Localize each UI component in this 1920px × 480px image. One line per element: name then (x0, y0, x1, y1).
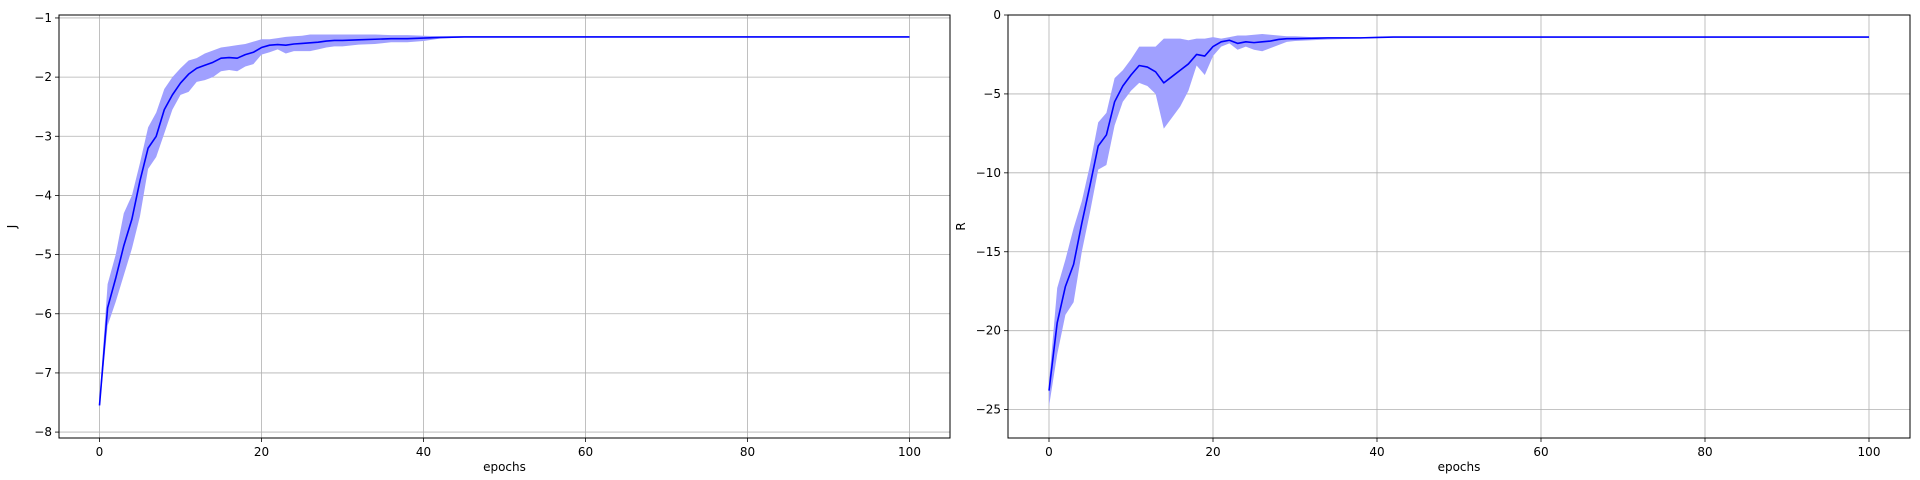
x-tick-label: 60 (578, 445, 593, 459)
x-tick-label: 20 (254, 445, 269, 459)
plot-j-vs-epochs: 0 20 40 60 80 100 −8 −7 −6 −5 −4 −3 −2 −1 epochs J (5, 11, 951, 474)
x-tick-label: 0 (96, 445, 104, 459)
y-tick-label: −5 (34, 248, 52, 262)
confidence-band (99, 34, 910, 409)
y-tick-label: −8 (34, 425, 52, 439)
confidence-band (1049, 33, 1869, 407)
y-tick-label: −4 (34, 188, 52, 202)
x-axis-label: epochs (483, 460, 526, 474)
y-tick-label: −7 (34, 366, 52, 380)
grid (59, 15, 950, 438)
x-tick-label: 40 (1369, 445, 1384, 459)
plot-r-vs-epochs: 0 20 40 60 80 100 0 −5 −10 −15 −20 −25 epochs R (954, 8, 1911, 474)
x-tick-label: 100 (1858, 445, 1881, 459)
y-tick-label: −6 (34, 307, 52, 321)
y-tick-label: −2 (34, 70, 52, 84)
x-tick-label: 0 (1045, 445, 1053, 459)
y-tick-label: −15 (976, 245, 1001, 259)
y-tick-label: −10 (976, 166, 1001, 180)
mean-line (1048, 36, 1869, 391)
x-tick-label: 100 (898, 445, 921, 459)
x-tick-label: 40 (416, 445, 431, 459)
x-axis-label: epochs (1438, 460, 1481, 474)
y-axis-label: J (5, 225, 19, 230)
y-tick-label: 0 (993, 8, 1001, 22)
x-tick-label: 80 (740, 445, 755, 459)
axes-frame (1007, 14, 1911, 439)
mean-line (98, 36, 910, 406)
y-tick-label: −3 (34, 129, 52, 143)
y-tick-label: −25 (976, 403, 1001, 417)
axes-frame (58, 14, 951, 439)
y-tick-label: −1 (34, 11, 52, 25)
y-tick-label: −20 (976, 324, 1001, 338)
x-tick-label: 60 (1533, 445, 1548, 459)
x-tick-label: 20 (1205, 445, 1220, 459)
x-tick-label: 80 (1697, 445, 1712, 459)
y-axis-label: R (954, 222, 968, 230)
y-tick-label: −5 (983, 87, 1001, 101)
